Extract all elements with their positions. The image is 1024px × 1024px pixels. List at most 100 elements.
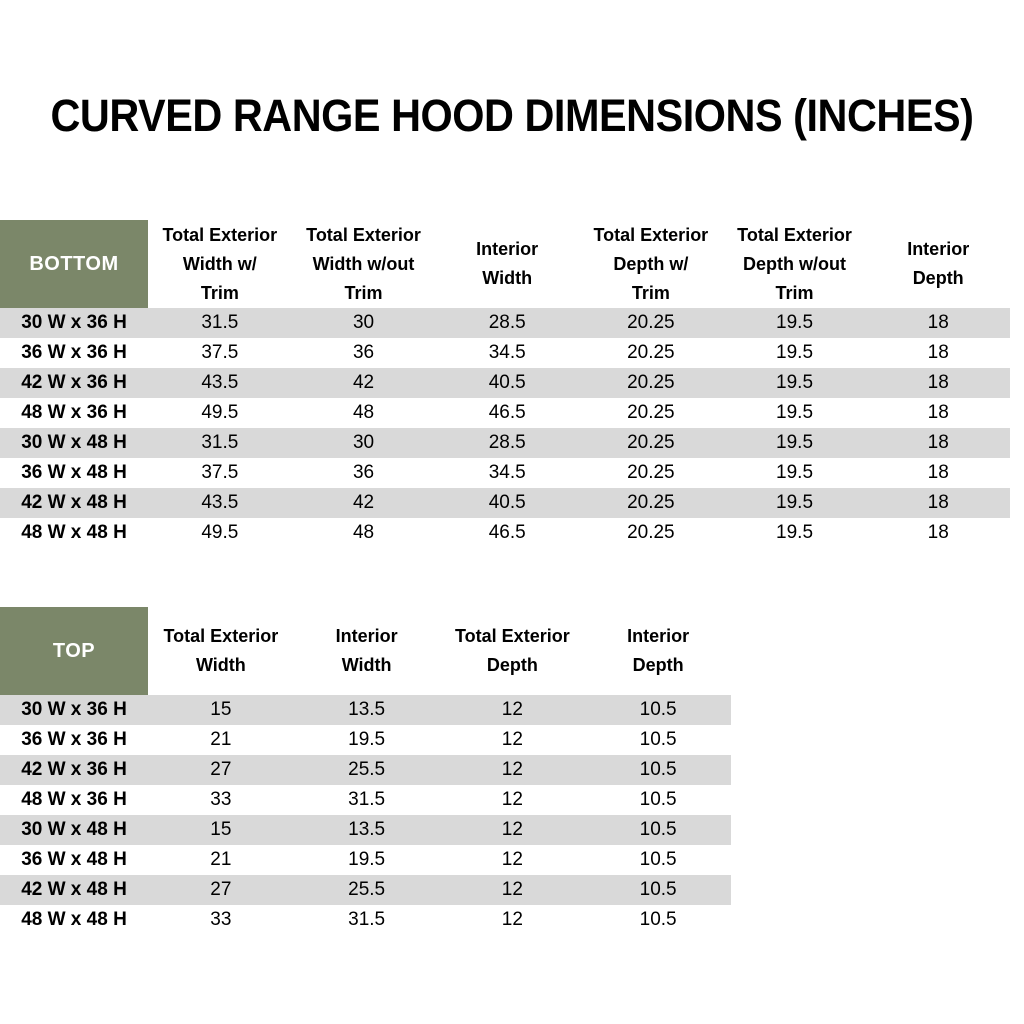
dimension-value-cell: 27 bbox=[210, 759, 232, 780]
dimension-value-cell: 48 bbox=[352, 402, 375, 423]
table-row: 36 W x 48 H 21 19.5 12 10.5 bbox=[0, 845, 731, 875]
column-header-line: Depth bbox=[912, 268, 964, 288]
dimension-value-cell: 12 bbox=[501, 909, 523, 930]
dimension-value-cell: 30 bbox=[352, 432, 375, 453]
dimension-value-cell: 19.5 bbox=[776, 372, 814, 393]
dimension-value-cell: 43.5 bbox=[201, 492, 239, 513]
dimension-value-cell: 34.5 bbox=[488, 342, 526, 363]
column-header-line: Width bbox=[195, 655, 246, 675]
row-size-label: 48 W x 48 H bbox=[21, 909, 127, 930]
row-size-label: 42 W x 36 H bbox=[21, 759, 127, 780]
dimension-value-cell: 31.5 bbox=[201, 432, 239, 453]
dimension-value-cell: 25.5 bbox=[348, 879, 386, 900]
dimension-value-cell: 19.5 bbox=[776, 492, 814, 513]
dimension-value-cell: 20.25 bbox=[627, 342, 675, 363]
dimension-value-cell: 19.5 bbox=[348, 729, 386, 750]
column-header-line: Depth w/out bbox=[743, 253, 847, 274]
table-row: 48 W x 36 H 49.5 48 46.5 20.25 19.5 18 bbox=[0, 398, 1010, 428]
dimension-value-cell: 15 bbox=[210, 699, 232, 720]
dimension-value-cell: 36 bbox=[352, 342, 375, 363]
dimension-value-cell: 33 bbox=[210, 909, 232, 930]
dimension-value-cell: 20.25 bbox=[627, 402, 675, 423]
dimension-value-cell: 19.5 bbox=[776, 522, 814, 543]
bottom_table-column-header: Total Exterior Depth w/out Trim bbox=[723, 220, 867, 308]
dimension-value-cell: 18 bbox=[927, 522, 949, 543]
dimension-value-cell: 19.5 bbox=[348, 849, 386, 870]
column-header-line: Total Exterior bbox=[162, 224, 278, 245]
row-size-label: 30 W x 48 H bbox=[21, 432, 127, 453]
dimension-value-cell: 12 bbox=[501, 879, 523, 900]
table-row: 30 W x 48 H 31.5 30 28.5 20.25 19.5 18 bbox=[0, 428, 1010, 458]
dimension-value-cell: 37.5 bbox=[201, 342, 239, 363]
column-header-line: Interior bbox=[627, 626, 690, 646]
dimension-value-cell: 18 bbox=[927, 312, 949, 333]
bottom_table-corner-label: BOTTOM bbox=[0, 220, 148, 308]
bottom_table-column-header: Interior Width bbox=[435, 220, 579, 308]
row-size-label: 36 W x 48 H bbox=[21, 849, 127, 870]
top_table-column-header: Interior Depth bbox=[585, 607, 731, 695]
dimension-value-cell: 12 bbox=[501, 789, 523, 810]
column-header-line: Total Exterior bbox=[593, 224, 709, 245]
dimension-value-cell: 18 bbox=[927, 432, 949, 453]
dimension-value-cell: 34.5 bbox=[488, 462, 526, 483]
dimension-value-cell: 28.5 bbox=[488, 432, 526, 453]
dimension-value-cell: 21 bbox=[210, 849, 232, 870]
dimension-value-cell: 20.25 bbox=[627, 432, 675, 453]
dimension-value-cell: 49.5 bbox=[201, 522, 239, 543]
table-row: 30 W x 36 H 15 13.5 12 10.5 bbox=[0, 695, 731, 725]
dimension-value-cell: 10.5 bbox=[639, 879, 677, 900]
row-size-label: 42 W x 48 H bbox=[21, 879, 127, 900]
top_table-body: 30 W x 36 H 15 13.5 12 10.5 36 W x 36 H 21 19.5… bbox=[0, 695, 731, 935]
dimension-value-cell: 19.5 bbox=[776, 462, 814, 483]
dimension-value-cell: 18 bbox=[927, 372, 949, 393]
dimension-value-cell: 48 bbox=[352, 522, 375, 543]
table-row: 30 W x 48 H 15 13.5 12 10.5 bbox=[0, 815, 731, 845]
dimension-value-cell: 42 bbox=[352, 372, 375, 393]
column-header-line: Interior bbox=[907, 239, 970, 259]
dimension-value-cell: 20.25 bbox=[627, 492, 675, 513]
table-row: 48 W x 48 H 33 31.5 12 10.5 bbox=[0, 905, 731, 935]
column-header-line: Width bbox=[482, 268, 533, 288]
dimension-value-cell: 43.5 bbox=[201, 372, 239, 393]
column-header-line: Depth w/ bbox=[613, 253, 689, 274]
dimension-value-cell: 40.5 bbox=[488, 372, 526, 393]
dimension-value-cell: 19.5 bbox=[776, 312, 814, 333]
column-header-line: Trim bbox=[200, 282, 239, 303]
dimension-value-cell: 37.5 bbox=[201, 462, 239, 483]
table-row: 42 W x 48 H 27 25.5 12 10.5 bbox=[0, 875, 731, 905]
column-header-line: Trim bbox=[631, 282, 670, 303]
bottom-dimensions-table: BOTTOM Total Exterior Width w/Trim Total Ex… bbox=[0, 220, 1010, 548]
dimension-value-cell: 12 bbox=[501, 819, 523, 840]
column-header-line: Total Exterior bbox=[306, 224, 421, 245]
dimension-value-cell: 19.5 bbox=[776, 432, 814, 453]
dimension-value-cell: 18 bbox=[927, 492, 949, 513]
table-row: 42 W x 48 H 43.5 42 40.5 20.25 19.5 18 bbox=[0, 488, 1010, 518]
dimension-value-cell: 49.5 bbox=[201, 402, 239, 423]
dimension-value-cell: 12 bbox=[501, 699, 523, 720]
dimension-value-cell: 10.5 bbox=[639, 819, 677, 840]
dimension-value-cell: 30 bbox=[352, 312, 375, 333]
dimension-value-cell: 10.5 bbox=[639, 759, 677, 780]
dimension-value-cell: 13.5 bbox=[348, 819, 386, 840]
dimension-value-cell: 10.5 bbox=[639, 909, 677, 930]
row-size-label: 48 W x 36 H bbox=[21, 789, 127, 810]
dimension-value-cell: 28.5 bbox=[488, 312, 526, 333]
dimension-value-cell: 10.5 bbox=[639, 699, 677, 720]
dimension-value-cell: 18 bbox=[927, 462, 949, 483]
bottom_table-header-row: BOTTOM Total Exterior Width w/Trim Total Ex… bbox=[0, 220, 1010, 308]
row-size-label: 36 W x 36 H bbox=[21, 342, 127, 363]
table-row: 36 W x 36 H 21 19.5 12 10.5 bbox=[0, 725, 731, 755]
column-header-line: Total Exterior bbox=[163, 626, 279, 646]
dimension-value-cell: 20.25 bbox=[627, 312, 675, 333]
row-size-label: 42 W x 48 H bbox=[21, 492, 127, 513]
column-header-line: Trim bbox=[344, 282, 383, 303]
column-header-line: Depth bbox=[632, 655, 684, 675]
column-header-line: Total Exterior bbox=[455, 626, 570, 646]
column-header-line: Trim bbox=[775, 282, 814, 303]
dimension-value-cell: 31.5 bbox=[201, 312, 239, 333]
bottom_table-body: 30 W x 36 H 31.5 30 28.5 20.25 19.5 18 36 W x 3… bbox=[0, 308, 1010, 548]
dimension-value-cell: 46.5 bbox=[488, 402, 526, 423]
dimension-value-cell: 31.5 bbox=[348, 909, 386, 930]
dimension-value-cell: 27 bbox=[210, 879, 232, 900]
